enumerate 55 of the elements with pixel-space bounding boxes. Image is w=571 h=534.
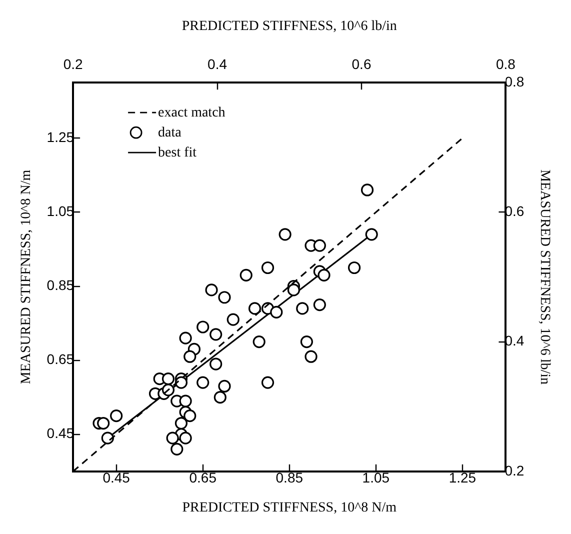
point	[218, 291, 231, 304]
point	[270, 306, 283, 318]
y2-axis-title: MEASURED STIFFNESS, 10^6 lb/in	[536, 169, 552, 385]
point	[166, 432, 179, 444]
point	[296, 302, 309, 315]
x2-axis-title: PREDICTED STIFFNESS, 10^6 lb/in	[182, 19, 397, 34]
point	[210, 328, 222, 341]
x-axis-title: PREDICTED STIFFNESS, 10^8 N/m	[182, 500, 397, 516]
x2-tick-label: 0.4	[208, 56, 228, 72]
point	[184, 410, 196, 422]
point	[240, 268, 252, 282]
legend-label: data	[158, 125, 182, 140]
point	[300, 336, 313, 348]
x2-tick-label: 0.6	[352, 56, 372, 72]
point	[360, 184, 374, 196]
point	[162, 372, 175, 386]
x-tick-label: 0.45	[102, 470, 130, 486]
point	[179, 394, 192, 408]
legend-label: best fit	[158, 145, 197, 160]
point	[365, 228, 378, 241]
point	[226, 313, 240, 326]
point	[101, 432, 114, 444]
point	[278, 228, 292, 241]
x2-tick-label: 0.2	[63, 56, 83, 72]
point	[313, 298, 326, 312]
point	[179, 432, 192, 444]
point	[313, 239, 326, 252]
point	[218, 380, 231, 393]
x-tick-label: 0.65	[189, 470, 217, 486]
x2-tick-label: 0.8	[496, 56, 516, 72]
point	[170, 442, 184, 456]
x-tick-label: 1.05	[362, 470, 390, 486]
point	[196, 320, 210, 334]
point	[210, 358, 222, 370]
point	[174, 416, 188, 430]
point	[304, 350, 318, 363]
x-tick-label: 0.85	[276, 470, 304, 486]
point	[174, 376, 188, 389]
point	[97, 416, 110, 430]
point	[110, 410, 123, 422]
legend-label: exact match	[158, 105, 226, 120]
point	[318, 268, 330, 282]
point	[348, 261, 361, 274]
point	[196, 376, 210, 389]
x-tick-label: 1.25	[448, 470, 476, 486]
point	[252, 336, 266, 348]
point	[248, 302, 262, 315]
point	[179, 332, 192, 344]
y-axis-title: MEASURED STIFFNESS, 10^8 N/m	[19, 170, 34, 384]
point	[214, 391, 226, 404]
point	[287, 284, 300, 296]
point	[261, 376, 274, 389]
point	[184, 350, 196, 363]
point	[205, 284, 218, 296]
point	[261, 261, 274, 274]
